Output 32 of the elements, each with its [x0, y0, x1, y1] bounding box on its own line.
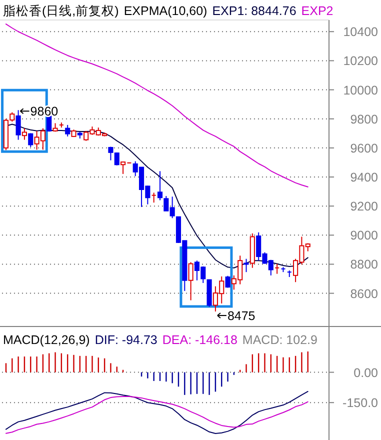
candlestick [16, 110, 21, 140]
y-tick-label: 9400 [350, 170, 378, 184]
text: DEA: -146.18 [162, 333, 238, 347]
y-tick-label: 9800 [350, 112, 378, 126]
series-label: MACD: 102.9 [242, 333, 318, 347]
y-tick-label: 8800 [350, 258, 378, 272]
candlestick [65, 124, 70, 137]
candlestick [244, 258, 249, 273]
candlestick [151, 192, 156, 204]
candlestick [157, 170, 163, 201]
candlestick [225, 275, 230, 288]
annotation: 8475 [227, 308, 256, 323]
chart-title: 脂松香(日线,前复权) [3, 4, 119, 18]
text: EXP2 [301, 4, 334, 18]
y-tick-label: 9200 [350, 200, 378, 214]
y-tick-label: 9600 [350, 141, 378, 156]
chart-subtitle: EXPMA(10,60) [124, 4, 208, 18]
y-tick-label: 10000 [343, 83, 378, 98]
y-tick-label: 10200 [343, 54, 378, 68]
y-tick-label: 10400 [343, 25, 378, 40]
y-tick-label: -150.0 [342, 396, 378, 410]
y-tick-label: 9000 [350, 228, 378, 243]
line-series [5, 24, 308, 188]
text: DIF: -94.73 [94, 333, 158, 347]
candlestick [28, 132, 34, 148]
text: EXP1: 8844.76 [212, 4, 296, 18]
candlestick [22, 128, 27, 140]
y-tick-label: 8600 [350, 286, 378, 301]
candlestick [188, 262, 194, 301]
text: MACD(12,26,9) [3, 333, 90, 347]
y-tick-label: 0.00 [354, 366, 378, 380]
candlestick [274, 263, 280, 274]
